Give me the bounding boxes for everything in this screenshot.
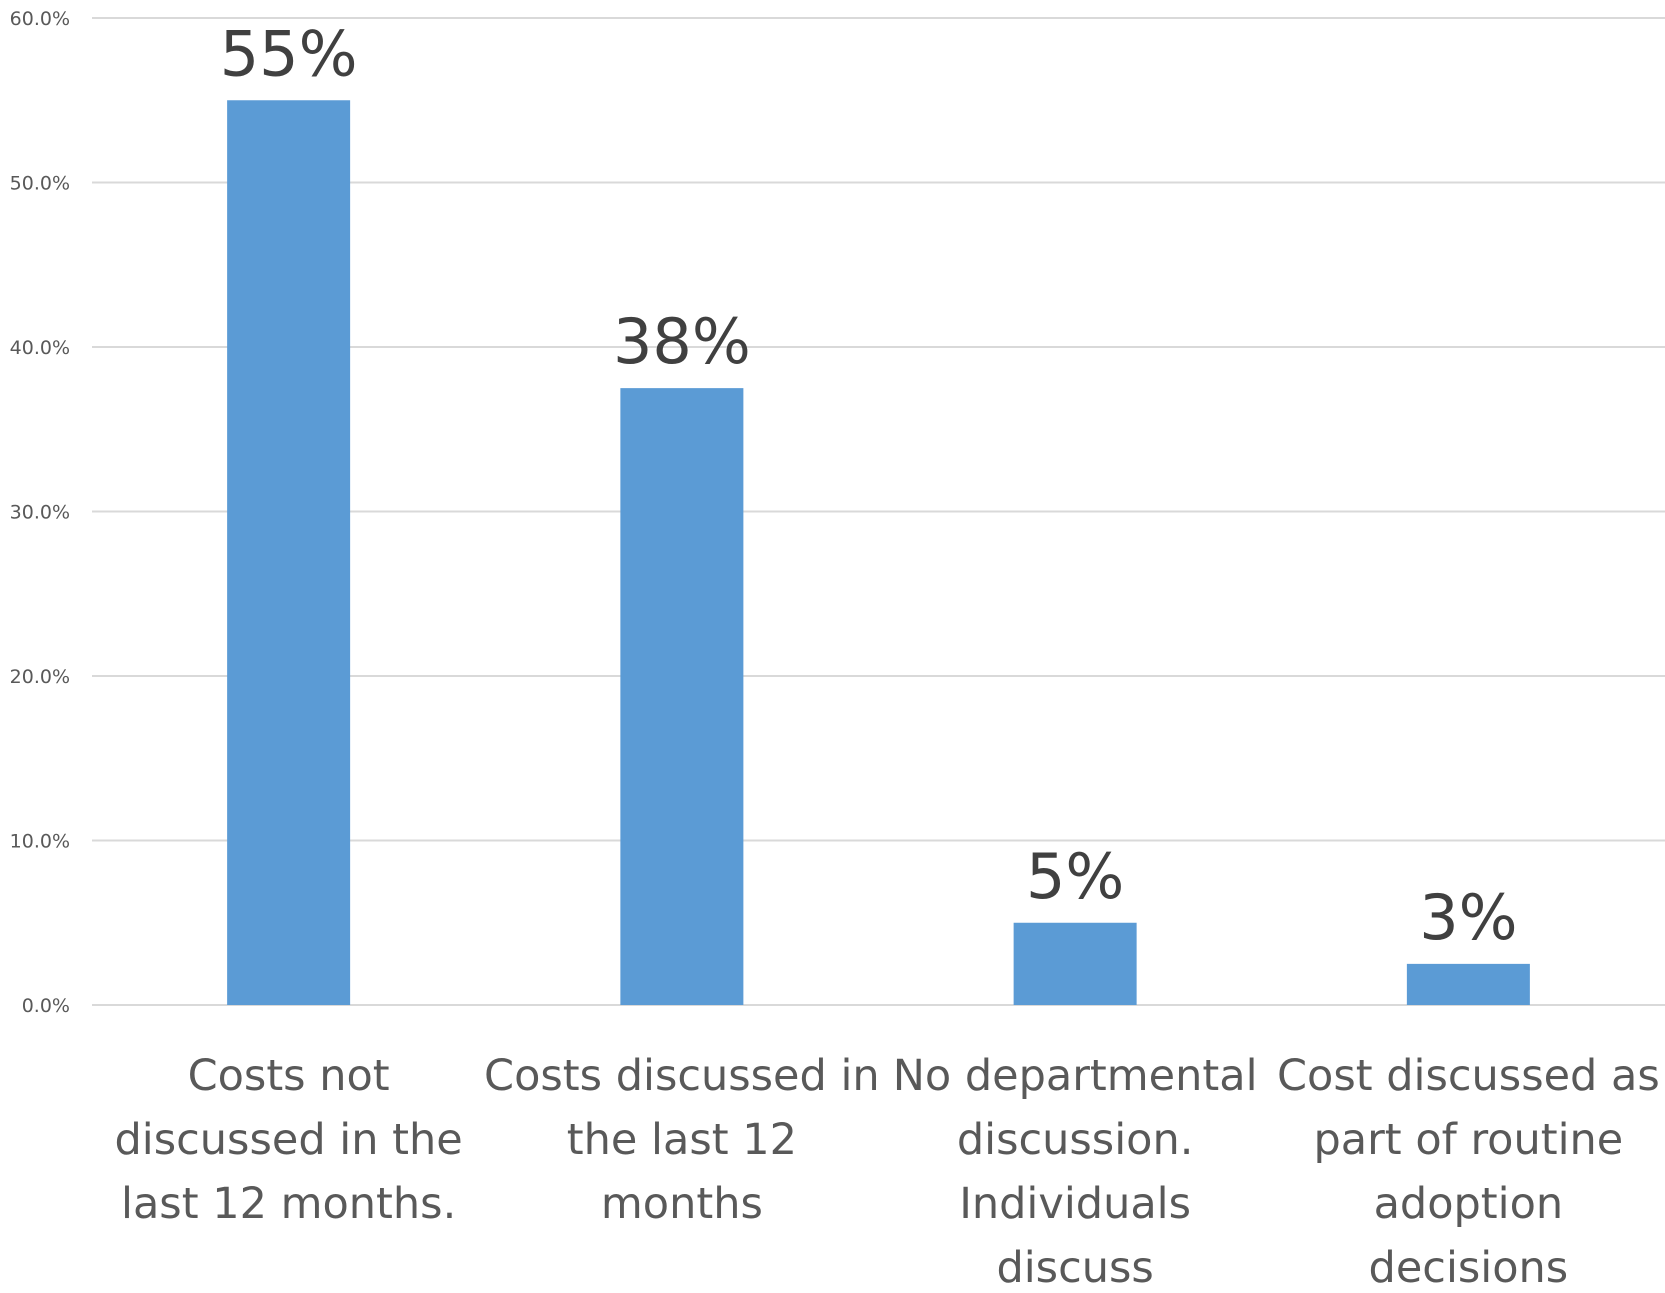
y-tick-label: 50.0% [10, 173, 70, 195]
y-tick-label: 20.0% [10, 666, 70, 688]
data-label: 55% [220, 17, 358, 90]
category-label-line: Costs not [188, 1051, 390, 1101]
data-label: 5% [1026, 840, 1124, 913]
category-label-line: Costs discussed in [484, 1051, 880, 1101]
bar [620, 388, 744, 1005]
category-label-line: last 12 months. [121, 1179, 456, 1229]
y-tick-label: 10.0% [10, 831, 70, 853]
category-label: No departmental discussion. Individuals dis… [893, 1051, 1258, 1293]
gridlines [92, 17, 1665, 1006]
category-label-line: months [601, 1179, 763, 1229]
bars [227, 100, 1530, 1005]
category-label-line: discuss [996, 1243, 1153, 1293]
y-tick-label: 40.0% [10, 337, 70, 359]
bar [227, 100, 351, 1005]
data-labels: 55% 38% 5% 3% [220, 17, 1518, 954]
category-label: Cost discussed as part of routine adoption… [1277, 1051, 1660, 1293]
category-label-line: No departmental [893, 1051, 1258, 1101]
category-label-line: discussed in the [115, 1115, 463, 1165]
category-label: Costs discussed in the last 12 months [484, 1051, 880, 1229]
category-label-line: part of routine [1313, 1115, 1623, 1165]
y-tick-label: 30.0% [10, 502, 70, 524]
category-label-line: Individuals [959, 1179, 1191, 1229]
data-label: 3% [1419, 881, 1517, 954]
category-label-line: discussion. [957, 1115, 1194, 1165]
y-tick-label: 60.0% [10, 8, 70, 30]
bar [1406, 963, 1530, 1005]
category-labels: Costs not discussed in the last 12 months.… [115, 1051, 1660, 1293]
y-axis-tick-labels: 0.0% 10.0% 20.0% 30.0% 40.0% 50.0% 60.0% [10, 8, 70, 1017]
category-label-line: the last 12 [567, 1115, 797, 1165]
bar [1013, 922, 1137, 1005]
category-label: Costs not discussed in the last 12 months. [115, 1051, 463, 1229]
data-label: 38% [613, 305, 751, 378]
category-label-line: Cost discussed as [1277, 1051, 1660, 1101]
y-tick-label: 0.0% [22, 995, 70, 1017]
category-label-line: decisions [1369, 1243, 1569, 1293]
category-label-line: adoption [1374, 1179, 1564, 1229]
